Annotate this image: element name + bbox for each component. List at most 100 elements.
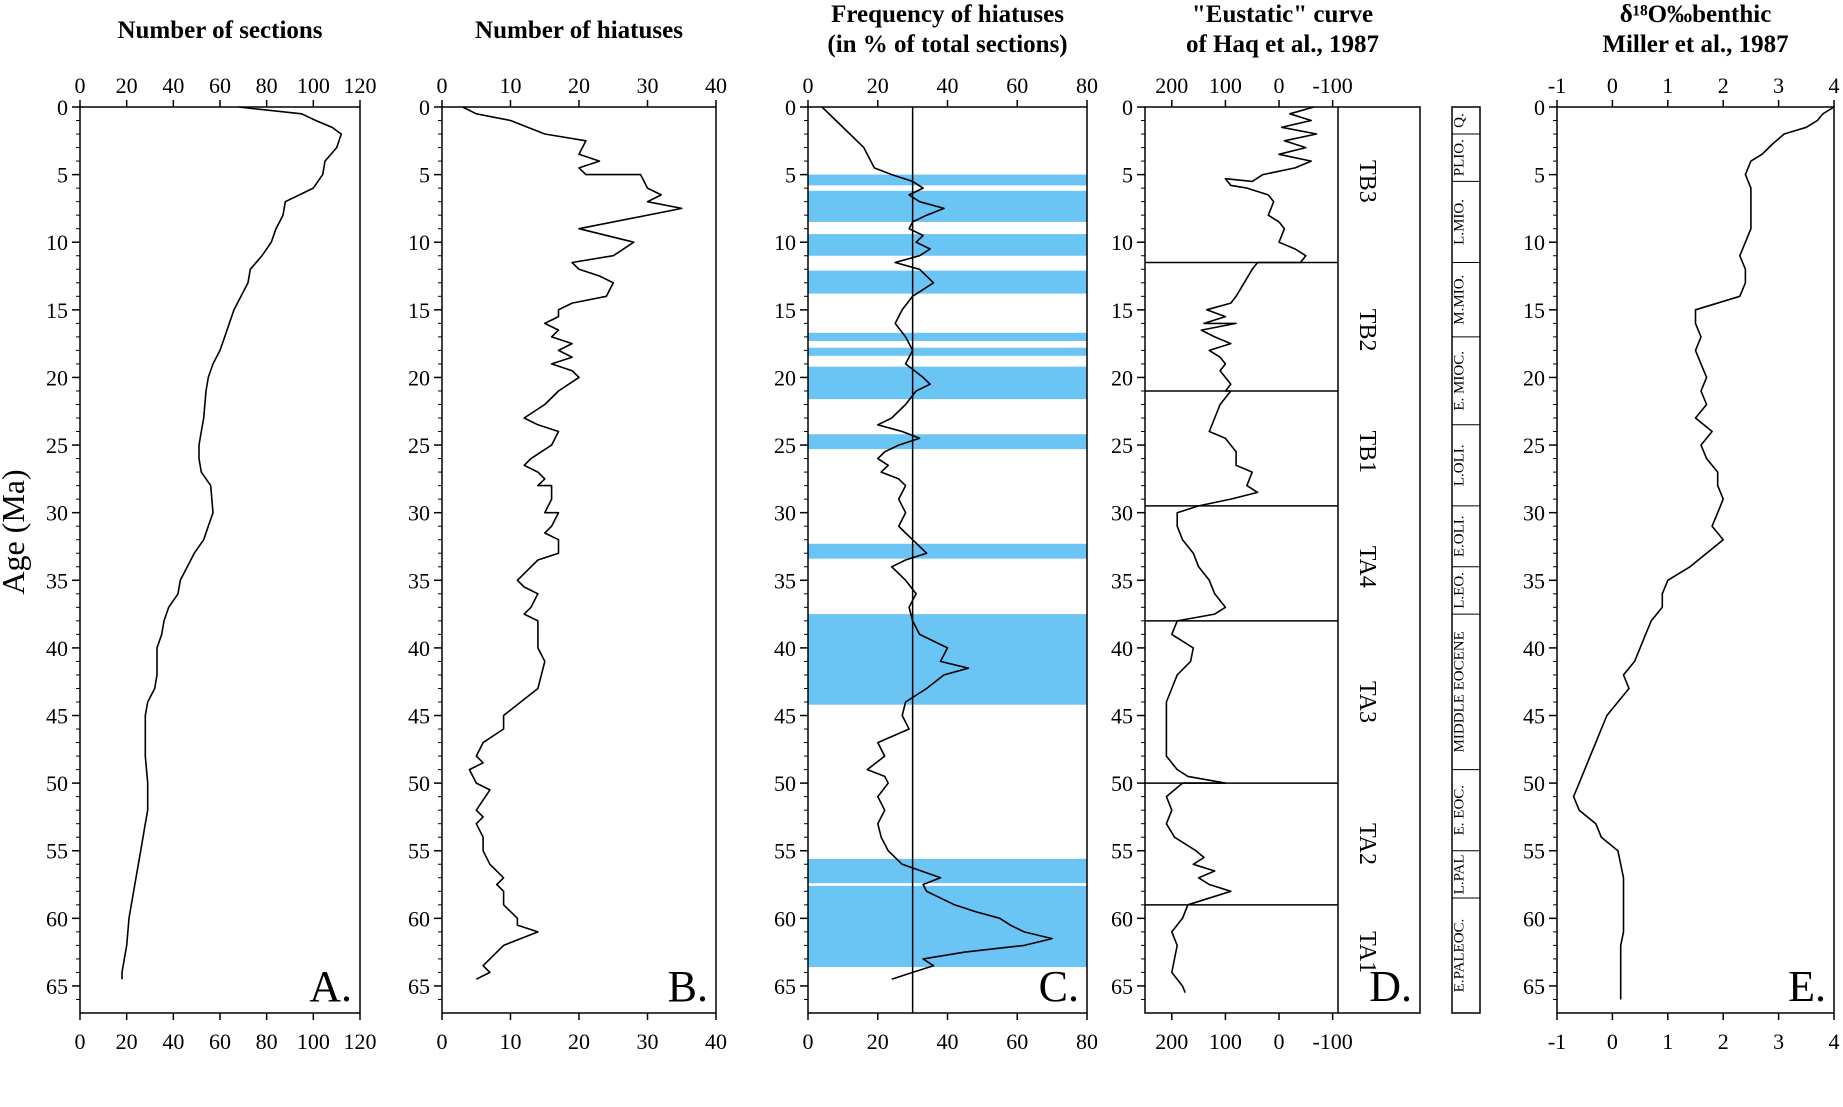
- x-tick-label-bottom: 30: [637, 1029, 659, 1054]
- y-tick-label: 35: [774, 568, 796, 593]
- y-tick-label: 0: [1122, 95, 1133, 120]
- y-tick-label: 60: [774, 906, 796, 931]
- hiatus-band: [808, 614, 1087, 705]
- x-tick-label-top: 40: [162, 73, 184, 98]
- y-tick-label: 5: [57, 163, 68, 188]
- y-tick-label: 10: [408, 230, 430, 255]
- panel-a: 0510152025303540455055606500202040406060…: [46, 17, 377, 1054]
- hiatus-band: [808, 885, 1087, 968]
- y-tick-label: 45: [1111, 704, 1133, 729]
- panel-title: Frequency of hiatuses: [831, 1, 1064, 28]
- x-tick-label-bottom: 60: [209, 1029, 231, 1054]
- y-tick-label: 45: [46, 704, 68, 729]
- x-tick-label-bottom: 20: [867, 1029, 889, 1054]
- x-tick-label-bottom: 4: [1829, 1029, 1840, 1054]
- x-tick-label-bottom: 3: [1773, 1029, 1784, 1054]
- sequence-label: TB1: [1354, 430, 1380, 473]
- x-tick-label-top: 20: [116, 73, 138, 98]
- y-tick-label: 40: [774, 636, 796, 661]
- x-tick-label-top: 0: [1607, 73, 1618, 98]
- panel-letter: D.: [1369, 962, 1412, 1011]
- y-tick-label: 50: [774, 771, 796, 796]
- y-tick-label: 60: [1111, 906, 1133, 931]
- y-tick-label: 65: [1111, 974, 1133, 999]
- x-tick-label-top: 60: [1006, 73, 1028, 98]
- y-tick-label: 50: [1523, 771, 1545, 796]
- x-tick-label-top: 4: [1829, 73, 1840, 98]
- epoch-label: MIDDLE EOCENE: [1451, 631, 1467, 752]
- y-axis-label: Age (Ma): [0, 469, 31, 594]
- plot-frame: [79, 106, 361, 1014]
- x-tick-label-top: 100: [297, 73, 330, 98]
- y-tick-label: 40: [408, 636, 430, 661]
- panel-title: Number of sections: [117, 17, 322, 44]
- panel-letter: C.: [1039, 962, 1079, 1011]
- y-tick-label: 55: [1523, 839, 1545, 864]
- plot-frame: [441, 106, 717, 1014]
- y-tick-label: 0: [1534, 95, 1545, 120]
- x-tick-label-bottom: 0: [75, 1029, 86, 1054]
- x-tick-label-bottom: 80: [1076, 1029, 1098, 1054]
- sequence-label: TA2: [1354, 823, 1380, 865]
- y-tick-label: 45: [408, 704, 430, 729]
- y-tick-label: 5: [785, 163, 796, 188]
- hiatus-band: [808, 234, 1087, 256]
- y-tick-label: 60: [46, 906, 68, 931]
- y-tick-label: 10: [46, 230, 68, 255]
- y-tick-label: 55: [46, 839, 68, 864]
- y-tick-label: 25: [1111, 433, 1133, 458]
- y-tick-label: 55: [1111, 839, 1133, 864]
- y-tick-label: 55: [408, 839, 430, 864]
- hiatus-band: [808, 270, 1087, 294]
- y-tick-label: 45: [774, 704, 796, 729]
- epoch-label: L.EO.: [1451, 572, 1467, 609]
- epoch-label: L.OLI.: [1451, 445, 1467, 487]
- panel-b: 0510152025303540455055606500101020203030…: [408, 17, 727, 1054]
- y-tick-label: 35: [1523, 568, 1545, 593]
- x-tick-label-top: 0: [437, 73, 448, 98]
- sequence-label: TB3: [1354, 160, 1380, 203]
- plot-frame: [1144, 106, 1421, 1014]
- y-tick-label: 35: [1111, 568, 1133, 593]
- panel-title: "Eustatic" curve: [1192, 1, 1373, 28]
- y-tick-label: 0: [57, 95, 68, 120]
- x-tick-label-bottom: 80: [256, 1029, 278, 1054]
- hiatus-band: [808, 366, 1087, 400]
- x-tick-label-top: 40: [937, 73, 959, 98]
- x-tick-label-top: 0: [75, 73, 86, 98]
- x-tick-label-top: -1: [1548, 73, 1566, 98]
- x-tick-label-top: 10: [500, 73, 522, 98]
- y-tick-label: 10: [1523, 230, 1545, 255]
- x-tick-label-top: 0: [1274, 73, 1285, 98]
- y-tick-label: 40: [46, 636, 68, 661]
- x-tick-label-bottom: 200: [1155, 1029, 1188, 1054]
- data-series-line: [1572, 106, 1835, 1000]
- panel-d: 0 5 10 15 20 25 30 35 40 45 50 55 60 65 200 200 100 100 0 0…: [1111, 1, 1481, 1054]
- sequence-label: TA4: [1354, 546, 1380, 588]
- hiatus-band: [808, 543, 1087, 559]
- x-tick-label-top: 80: [1076, 73, 1098, 98]
- y-tick-label: 10: [774, 230, 796, 255]
- x-tick-label-bottom: 20: [116, 1029, 138, 1054]
- x-tick-label-bottom: 100: [1209, 1029, 1242, 1054]
- epoch-label: Q.: [1451, 113, 1467, 128]
- x-tick-label-top: 0: [803, 73, 814, 98]
- sequence-label: TA3: [1354, 681, 1380, 723]
- x-tick-label-bottom: -100: [1312, 1029, 1352, 1054]
- epoch-label: E. MIOC.: [1451, 351, 1467, 411]
- y-tick-label: 20: [408, 365, 430, 390]
- epoch-label: E. EOC.: [1451, 785, 1467, 835]
- x-tick-label-bottom: 0: [1274, 1029, 1285, 1054]
- y-tick-label: 60: [408, 906, 430, 931]
- data-series-line: [121, 106, 343, 980]
- hiatus-band: [808, 347, 1087, 356]
- epoch-label: E.OLI.: [1451, 516, 1467, 558]
- x-tick-label-top: 3: [1773, 73, 1784, 98]
- y-tick-label: 15: [1523, 298, 1545, 323]
- panel-title: Miller et al., 1987: [1602, 31, 1788, 58]
- epoch-label: L.MIO.: [1451, 199, 1467, 245]
- y-tick-label: 20: [46, 365, 68, 390]
- panel-letter: A.: [309, 962, 352, 1011]
- y-tick-label: 10: [1111, 230, 1133, 255]
